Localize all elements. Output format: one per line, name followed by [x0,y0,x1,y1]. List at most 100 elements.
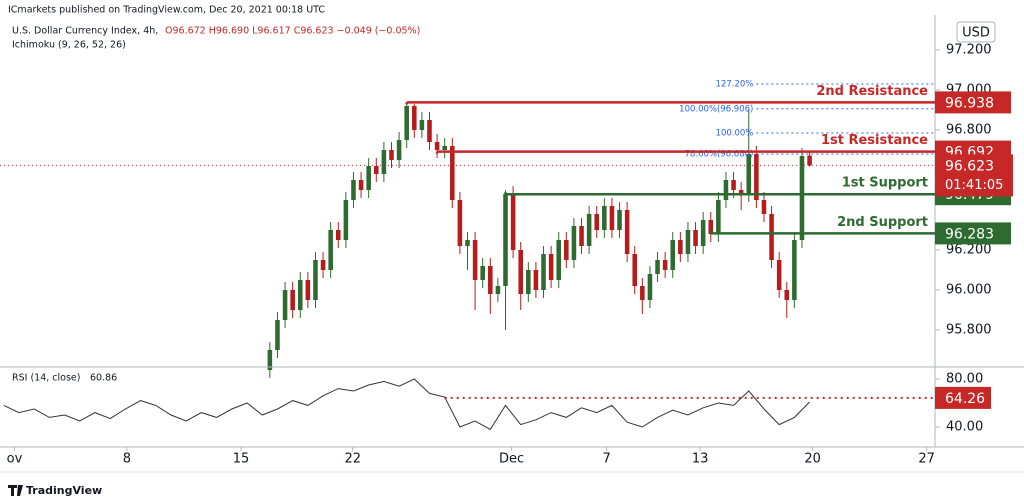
candle-body [685,230,691,254]
candle-body [335,230,341,240]
countdown: 01:41:05 [945,178,1003,193]
candle-body [700,220,706,246]
candle-body [594,214,600,230]
chart-title: U.S. Dollar Currency Index, 4h, [12,26,158,37]
rsi-level-label: 64.26 [945,391,985,407]
candle-body [647,274,653,300]
candle-body [632,254,638,286]
candle-body [769,214,774,260]
candle-body [366,166,371,190]
candle-body [670,240,676,270]
fib-label: 100.00%(96.906) [679,104,753,114]
candle-body [609,206,615,230]
candle-body [776,260,782,290]
level-price-box [935,91,1011,114]
candle-body [617,210,622,230]
candle-body [503,194,508,286]
candle-body [396,140,402,160]
candle-body [282,290,288,320]
candle-body [541,254,546,290]
candle-body [526,270,531,294]
candle-body [381,150,387,174]
rsi-title: RSI (14, close) [12,373,80,384]
candle-body [799,156,805,240]
ohlc: O96.672 H96.690 L96.617 C96.623 −0.049 (… [165,26,420,37]
fib-label: 127.20% [716,80,754,90]
candle-body [655,260,660,274]
rsi-line [3,378,810,431]
x-tick-label: 15 [233,452,250,467]
candle-body [412,106,417,130]
fib-label: 100.00% [716,129,754,139]
x-tick-label: 13 [692,452,709,467]
rsi-level-box [935,386,991,409]
candle-body [564,240,569,260]
x-tick-label: ov [7,452,23,467]
x-tick-label: 20 [804,452,821,467]
candle-body [792,240,797,300]
candle-body [761,200,767,214]
candle-body [723,180,729,200]
candle-body [427,120,432,142]
candle-body [297,280,303,310]
candle-body [693,230,698,246]
logo [8,485,23,496]
x-tick-label: 22 [344,452,361,467]
candle-body [716,200,721,234]
candle-body [374,166,379,174]
candle-body [602,206,607,230]
candle-body [328,230,333,270]
level-name: 2nd Resistance [816,84,928,99]
candle-body [746,154,752,194]
y-tick-label: 96.000 [946,283,992,298]
level-price: 96.283 [945,226,994,242]
candle-body [450,146,455,200]
rsi-tick-label: 80.00 [946,372,983,387]
candle-body [389,150,394,160]
candle-body [495,286,501,294]
last-price: 96.623 [945,158,994,174]
y-tick-label: 97.200 [946,43,992,58]
candle-body [275,320,280,350]
candle-body [624,210,630,254]
candle-body [518,250,523,294]
candle-body [579,226,584,246]
candle-body [351,180,356,200]
x-tick-label: 8 [123,452,131,467]
candle-body [358,180,364,190]
candle-body [465,240,470,246]
candle-body [571,226,577,260]
candle-body [784,290,790,300]
candle-body [480,266,485,280]
candle-body [662,260,668,270]
candle-body [404,106,409,140]
rsi-value: 60.86 [90,373,117,384]
candle-body [434,142,440,150]
candle-body [738,190,744,194]
candle-body [708,220,714,234]
last-price-box [935,154,1013,197]
candle-body [313,260,318,300]
candle-body [419,120,425,130]
fib-label: 78.60%(96.680) [685,150,754,160]
candle-body [442,146,447,150]
candle-body [320,260,326,270]
currency: USD [962,26,990,41]
level-name: 2nd Support [837,215,928,230]
plot-area: 127.20% 100.00%(96.906) 100.00% 78.60%(96.6… [0,80,935,378]
candle-body [678,240,683,254]
candle-body [533,270,539,290]
currency-box[interactable] [956,21,996,43]
level-name: 1st Support [842,176,928,191]
y-tick-label: 95.800 [946,323,992,338]
candle-body [548,254,554,280]
candle-body [640,286,645,300]
candle-body [267,350,273,370]
candle-body [290,290,295,310]
rsi-tick-label: 40.00 [946,420,983,435]
y-tick-label: 96.200 [946,243,992,258]
level-price: 96.938 [945,95,994,111]
candle-body [586,214,592,246]
